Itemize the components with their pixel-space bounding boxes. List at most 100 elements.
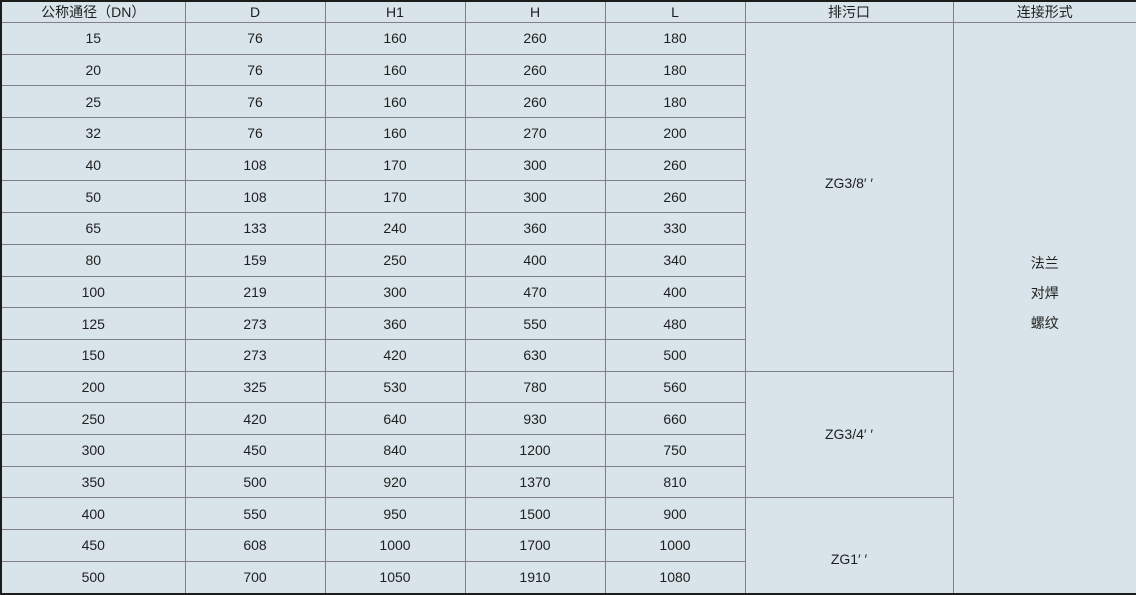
table-row: 15 76 160 260 180 ZG3/8′ ′ 法兰 对焊 螺纹: [0, 22, 1136, 595]
cell-h: 550: [464, 307, 606, 340]
cell-h: 1370: [464, 465, 606, 499]
cell-dn: 450: [0, 529, 186, 562]
cell-h1: 950: [324, 497, 466, 530]
cell-l: 330: [604, 212, 746, 245]
connection-type-label: 对焊: [1030, 285, 1059, 301]
cell-l: 1080: [604, 560, 746, 595]
cell-h: 400: [464, 243, 606, 277]
cell-d: 219: [184, 275, 326, 309]
cell-h1: 300: [324, 275, 466, 309]
cell-d: 450: [184, 433, 326, 467]
cell-l: 260: [604, 180, 746, 214]
cell-h: 1500: [464, 497, 606, 530]
cell-l: 560: [604, 370, 746, 404]
cell-dn: 150: [0, 338, 186, 372]
cell-d: 700: [184, 560, 326, 595]
cell-h1: 240: [324, 212, 466, 245]
cell-h1: 160: [324, 53, 466, 87]
table-body: 15 76 160 260 180 ZG3/8′ ′ 法兰 对焊 螺纹 20 76 160 260 180…: [0, 22, 1136, 595]
cell-l: 200: [604, 117, 746, 150]
cell-dn: 32: [0, 117, 186, 150]
column-header-h: H: [464, 0, 606, 23]
cell-d: 325: [184, 370, 326, 404]
cell-h: 300: [464, 180, 606, 214]
cell-l: 180: [604, 85, 746, 119]
cell-connection-type: 法兰 对焊 螺纹: [952, 22, 1136, 595]
table-row: 100 219 300 470 400: [0, 275, 1136, 309]
table-row: 65 133 240 360 330: [0, 212, 1136, 245]
cell-h: 360: [464, 212, 606, 245]
cell-dn: 25: [0, 85, 186, 119]
cell-h1: 160: [324, 117, 466, 150]
cell-dn: 350: [0, 465, 186, 499]
cell-l: 180: [604, 53, 746, 87]
cell-l: 180: [604, 22, 746, 55]
cell-dn: 15: [0, 22, 186, 55]
cell-d: 273: [184, 338, 326, 372]
column-header-drain-port: 排污口: [744, 0, 954, 23]
cell-h: 260: [464, 22, 606, 55]
table-row: 40 108 170 300 260: [0, 148, 1136, 182]
cell-d: 76: [184, 22, 326, 55]
cell-drain-port: ZG1′ ′: [744, 497, 954, 595]
column-header-dn: 公称通径（DN）: [0, 0, 186, 23]
cell-h: 630: [464, 338, 606, 372]
cell-h: 1200: [464, 433, 606, 467]
table-row: 150 273 420 630 500: [0, 338, 1136, 372]
table-row: 20 76 160 260 180: [0, 53, 1136, 87]
cell-dn: 20: [0, 53, 186, 87]
cell-l: 1000: [604, 529, 746, 562]
cell-h1: 1000: [324, 529, 466, 562]
cell-h1: 250: [324, 243, 466, 277]
connection-type-list: 法兰 对焊 螺纹: [954, 248, 1136, 338]
cell-d: 108: [184, 180, 326, 214]
cell-dn: 200: [0, 370, 186, 404]
cell-h1: 530: [324, 370, 466, 404]
cell-l: 400: [604, 275, 746, 309]
cell-l: 480: [604, 307, 746, 340]
cell-h1: 360: [324, 307, 466, 340]
cell-h: 260: [464, 85, 606, 119]
cell-dn: 250: [0, 402, 186, 435]
connection-type-label: 法兰: [1030, 255, 1059, 271]
cell-d: 550: [184, 497, 326, 530]
cell-dn: 40: [0, 148, 186, 182]
cell-d: 273: [184, 307, 326, 340]
table-row: 25 76 160 260 180: [0, 85, 1136, 119]
cell-dn: 125: [0, 307, 186, 340]
cell-d: 133: [184, 212, 326, 245]
cell-d: 108: [184, 148, 326, 182]
table-row: 50 108 170 300 260: [0, 180, 1136, 214]
table-row: 350 500 920 1370 810: [0, 465, 1136, 499]
cell-h1: 1050: [324, 560, 466, 595]
table-row: 300 450 840 1200 750: [0, 433, 1136, 467]
drain-port-label: ZG3/4′ ′: [824, 426, 874, 443]
cell-l: 660: [604, 402, 746, 435]
header-row: 公称通径（DN） D H1 H L 排污口 连接形式: [0, 0, 1136, 23]
cell-h: 470: [464, 275, 606, 309]
cell-d: 420: [184, 402, 326, 435]
table-row: 80 159 250 400 340: [0, 243, 1136, 277]
cell-d: 159: [184, 243, 326, 277]
connection-type-label: 螺纹: [1030, 315, 1059, 331]
cell-l: 810: [604, 465, 746, 499]
table-row: 32 76 160 270 200: [0, 117, 1136, 150]
cell-h1: 170: [324, 148, 466, 182]
table-row: 450 608 1000 1700 1000: [0, 529, 1136, 562]
table-row: 200 325 530 780 560 ZG3/4′ ′: [0, 370, 1136, 499]
cell-h: 930: [464, 402, 606, 435]
cell-d: 500: [184, 465, 326, 499]
column-header-d: D: [184, 0, 326, 23]
column-header-h1: H1: [324, 0, 466, 23]
cell-drain-port: ZG3/4′ ′: [744, 370, 954, 499]
cell-h: 300: [464, 148, 606, 182]
cell-dn: 80: [0, 243, 186, 277]
cell-h: 780: [464, 370, 606, 404]
cell-h1: 160: [324, 85, 466, 119]
cell-h: 1910: [464, 560, 606, 595]
cell-h: 270: [464, 117, 606, 150]
cell-h1: 420: [324, 338, 466, 372]
cell-dn: 50: [0, 180, 186, 214]
cell-d: 76: [184, 53, 326, 87]
drain-port-label: ZG3/8′ ′: [824, 174, 874, 191]
